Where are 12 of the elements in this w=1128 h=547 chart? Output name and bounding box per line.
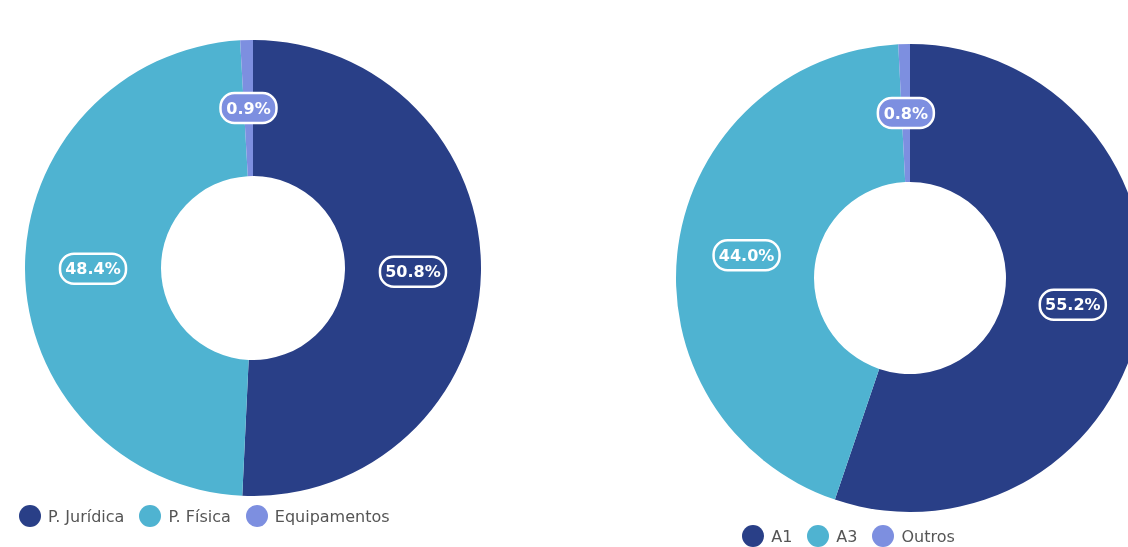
data-label: 55.2% <box>1045 295 1101 315</box>
legend-label: Outros <box>901 526 955 546</box>
legend-label: Equipamentos <box>274 506 390 526</box>
data-label: 48.4% <box>65 259 121 279</box>
data-label: 0.8% <box>883 103 929 123</box>
legend-label: P. Jurídica <box>48 506 125 526</box>
legend-label: A1 <box>771 526 793 546</box>
legend-label: A3 <box>836 526 858 546</box>
legend-label: P. Física <box>168 506 231 526</box>
data-label: 50.8% <box>385 262 441 282</box>
data-label: 0.9% <box>226 98 271 118</box>
data-label: 44.0% <box>718 245 775 265</box>
